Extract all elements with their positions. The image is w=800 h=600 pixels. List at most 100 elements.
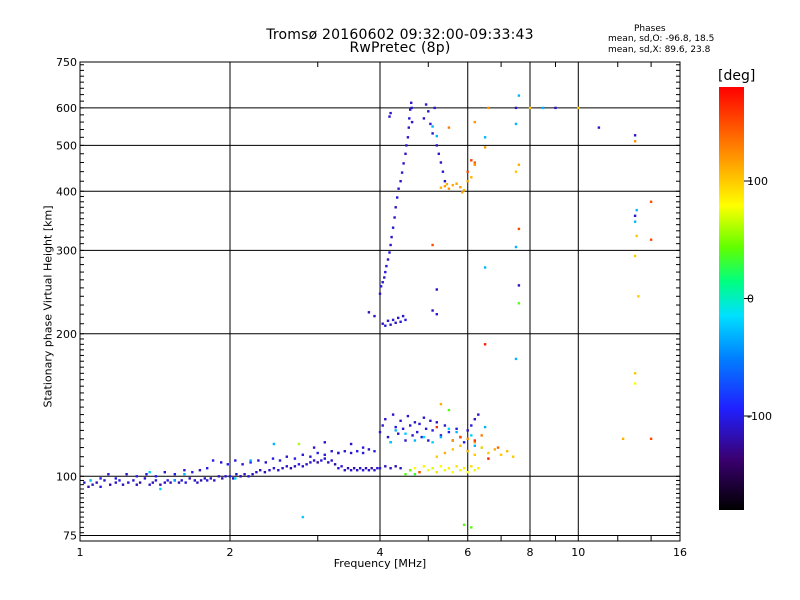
data-point [473,469,476,472]
data-point [323,441,326,444]
data-point [180,479,183,482]
data-point [397,316,400,320]
data-point [443,469,447,472]
data-point [183,473,186,476]
data-point [373,469,376,472]
phase-stats-x-mode: mean, sd,X: 89.6, 23.8 [608,45,711,55]
data-point [431,125,434,128]
data-point [386,435,390,439]
axis-ticks [80,62,680,541]
data-point [466,471,469,474]
data-point [621,437,625,440]
data-point [416,430,419,434]
data-point [343,469,346,472]
data-point [154,475,158,478]
data-point [466,429,469,432]
data-point [451,439,454,442]
data-point [483,136,487,139]
data-point [427,110,430,113]
data-point [649,200,653,203]
data-point [390,235,393,239]
data-point [373,450,376,453]
data-point [447,467,451,470]
data-point [234,477,237,480]
data-point [435,421,438,424]
data-point [437,152,440,155]
data-point [297,442,301,446]
data-point [405,144,408,147]
data-point [376,467,379,470]
data-point [633,372,637,375]
data-point [361,451,365,455]
data-point [506,450,509,453]
data-point [483,343,487,346]
data-point [399,180,402,183]
data-point [103,479,106,482]
data-point [429,122,432,126]
x-tick-label: 10 [571,546,585,559]
data-point [151,481,154,484]
data-point [473,418,476,421]
data-point [473,441,476,444]
data-point [337,451,340,455]
y-tick-label: 300 [56,244,77,257]
data-point [413,439,417,442]
y-tick-label: 500 [56,139,77,152]
data-point [633,214,637,217]
data-point [364,467,368,470]
data-point [439,186,443,189]
data-point [433,106,436,110]
data-point [459,435,462,439]
data-point [148,471,151,474]
data-point [470,465,473,468]
data-point [435,425,438,429]
data-point [439,465,443,468]
data-point [451,448,454,451]
data-point [383,276,386,279]
data-point [148,483,151,486]
data-point [132,479,135,482]
data-point [312,459,316,462]
data-point [473,163,476,166]
data-point [633,382,637,385]
data-point [89,479,92,482]
colorbar-tick-label: -100 [747,410,772,423]
data-point [206,467,209,470]
data-point [404,432,407,435]
data-point [320,459,323,462]
data-point [517,163,521,166]
y-tick-label: 100 [56,470,77,483]
data-point [196,481,199,484]
data-point [443,185,447,188]
y-tick-labels: 75 100 200 300 400 500 600 750 [56,56,77,542]
data-point [431,429,434,432]
data-point [487,106,490,110]
data-point [249,459,252,462]
data-point [462,441,466,444]
data-point [356,469,359,472]
data-point [346,467,350,470]
data-point [400,171,404,174]
data-point [427,469,430,472]
data-point [413,421,417,424]
y-tick-label: 400 [56,185,77,198]
data-point [441,170,445,173]
data-point [633,134,637,137]
data-point [143,477,147,480]
data-point [384,324,387,327]
data-point [268,469,271,472]
data-point [466,450,469,453]
data-point [455,465,458,468]
data-point [404,473,407,476]
data-point [87,485,90,488]
data-point [356,450,359,453]
data-point [397,432,400,435]
data-point [166,479,169,482]
data-point [443,451,447,455]
data-point [297,463,301,466]
data-point [349,451,353,455]
data-point [451,471,454,474]
data-point [333,463,337,466]
data-point [445,183,449,186]
data-point [473,439,476,442]
